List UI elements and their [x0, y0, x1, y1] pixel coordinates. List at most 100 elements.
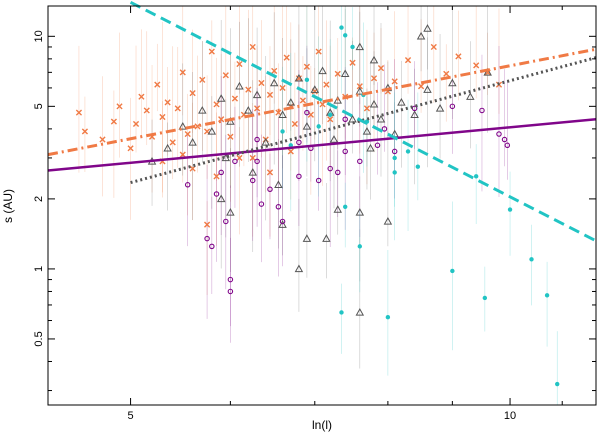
purple-circle-point	[258, 201, 265, 207]
gray-triangle-point	[163, 143, 172, 152]
orange-cross-point	[143, 107, 150, 114]
gray-triangle-point	[322, 234, 331, 242]
gray-triangle-point	[423, 85, 432, 93]
orange-cross-point	[245, 86, 252, 93]
orange-cross-point	[249, 43, 256, 51]
orange-cross-point	[275, 109, 282, 116]
gray-triangle-point	[188, 137, 197, 146]
orange-cross-point	[227, 133, 234, 140]
cyan-dot-point	[529, 257, 534, 262]
purple-circle-point	[209, 243, 215, 250]
orange-cross-point	[430, 43, 437, 51]
cyan-dot-point	[339, 25, 344, 30]
orange-cross-point	[295, 75, 303, 82]
cyan-dot-point	[328, 112, 333, 117]
gray-triangle-point	[278, 220, 287, 228]
orange-cross-point	[377, 65, 385, 72]
orange-cross-point	[179, 151, 186, 158]
orange-cross-point	[287, 148, 294, 155]
gray-triangle-point	[207, 127, 217, 135]
gray-triangle-point	[448, 78, 457, 87]
orange-cross-point	[363, 105, 371, 112]
cyan-fit-line	[129, 0, 597, 243]
purple-circle-point	[357, 158, 363, 165]
cyan-dot-point	[385, 315, 391, 320]
y-tick-label: 5	[33, 103, 45, 109]
orange-cross-point	[249, 154, 256, 162]
y-axis-label: s (AU)	[1, 189, 15, 223]
purple-circle-point	[479, 107, 485, 114]
orange-cross-point	[213, 101, 220, 108]
cyan-dot-point	[357, 244, 363, 249]
orange-cross-point	[208, 48, 215, 55]
y-tick-label: 0.5	[33, 331, 45, 346]
purple-circle-point	[327, 165, 333, 172]
gray-triangle-point	[435, 103, 445, 112]
purple-circle-point	[304, 109, 310, 116]
gray-triangle-point	[416, 31, 426, 40]
gray-triangle-point	[383, 217, 393, 225]
y-tick-label: 2	[33, 196, 45, 202]
fit-lines	[47, 0, 597, 243]
gray-triangle-point	[302, 234, 312, 242]
orange-cross-point	[334, 70, 341, 77]
cyan-dot-point	[343, 33, 348, 38]
orange-cross-point	[154, 81, 161, 88]
data-points	[75, 24, 560, 387]
orange-cross-point	[169, 139, 176, 146]
orange-cross-point	[222, 72, 229, 79]
gray-triangle-point	[198, 106, 207, 114]
orange-cross-point	[127, 145, 134, 152]
gray-triangle-point	[355, 86, 365, 95]
orange-cross-point	[258, 79, 265, 87]
purple-circle-point	[279, 218, 286, 225]
gray-triangle-point	[248, 167, 257, 176]
purple-circle-point	[335, 169, 341, 176]
cyan-dot-point	[544, 293, 550, 298]
gray-triangle-point	[483, 67, 492, 76]
orange-cross-point	[303, 63, 310, 70]
orange-cross-point	[299, 97, 307, 104]
gray-triangle-point	[423, 24, 432, 32]
purple-circle-point	[218, 169, 224, 176]
gray-triangle-point	[216, 94, 226, 102]
orange-cross-point	[323, 81, 330, 88]
gray-triangle-point	[286, 97, 296, 106]
cyan-dot-point	[392, 155, 397, 161]
purple-circle-point	[275, 204, 282, 210]
purple-circle-point	[227, 288, 234, 295]
orange-cross-point	[236, 154, 243, 162]
purple-circle-point	[213, 191, 220, 197]
gray-triangle-point	[226, 207, 235, 216]
orange-cross-point	[356, 83, 363, 90]
orange-cross-point	[327, 116, 334, 123]
orange-cross-point	[179, 69, 186, 76]
cyan-dot-point	[415, 164, 421, 169]
gray-triangle-point	[274, 180, 283, 189]
x-tick-label: 10	[504, 410, 516, 422]
gray-triangle-point	[278, 110, 287, 118]
error-bars	[78, 6, 558, 405]
gray-triangle-point	[216, 194, 226, 203]
orange-cross-point	[370, 75, 378, 82]
gray-triangle-point	[466, 92, 475, 100]
cyan-dot-point	[473, 174, 479, 179]
orange-cross-point	[443, 70, 450, 77]
y-tick-label: 1	[33, 266, 45, 272]
gray-triangle-point	[294, 264, 304, 273]
purple-circle-point	[496, 131, 502, 137]
purple-circle-point	[501, 136, 508, 143]
purple-circle-point	[381, 126, 388, 132]
orange-fit-line	[47, 47, 597, 157]
gray-triangle-point	[340, 69, 350, 78]
cyan-dot-point	[482, 295, 488, 301]
cyan-dot-point	[350, 44, 355, 50]
orange-cross-point	[81, 128, 89, 135]
gray-triangle-point	[318, 66, 327, 75]
gray-triangle-point	[333, 205, 343, 213]
axis-ticks: 5 10 0.5 1 2 5 10	[33, 6, 596, 422]
gray-triangle-point	[369, 99, 379, 108]
purple-circle-point	[449, 103, 456, 110]
purple-circle-point	[254, 136, 260, 143]
cyan-dot-point	[450, 268, 455, 274]
